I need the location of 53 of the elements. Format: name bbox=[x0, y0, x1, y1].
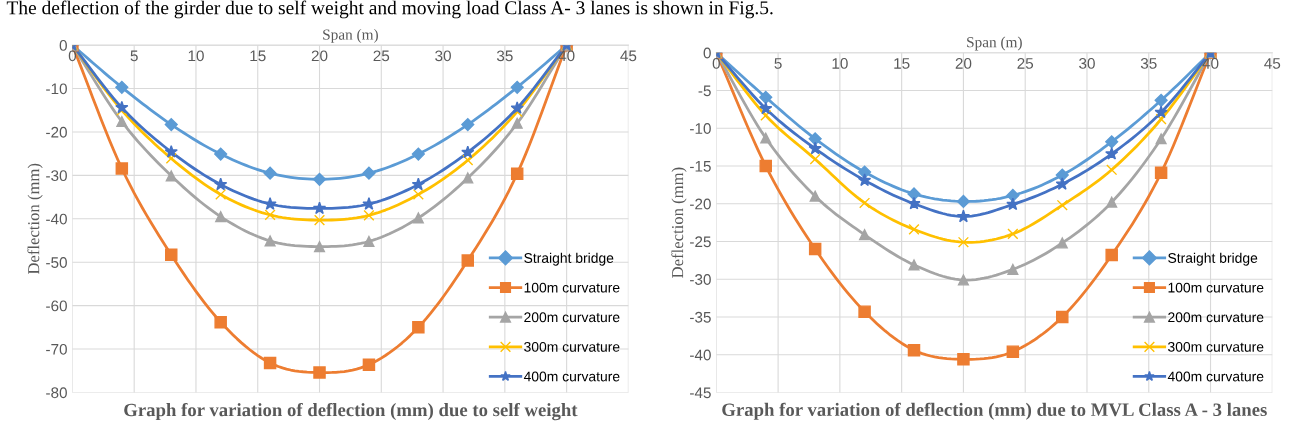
text: Graph for variation of deflection (mm) due to MVL Class A - 3 lanes bbox=[722, 402, 1267, 420]
x-tick-label: 0 bbox=[712, 58, 720, 69]
legend-label: 300m curvature bbox=[1168, 341, 1264, 352]
legend-label: Straight bridge bbox=[524, 252, 614, 266]
y-tick-label: -20 bbox=[690, 198, 711, 210]
x-tick-label: 45 bbox=[1264, 58, 1281, 69]
x-tick-label: 0 bbox=[68, 50, 77, 62]
x-tick-label: 5 bbox=[774, 58, 782, 69]
y-tick-label: -60 bbox=[46, 300, 67, 312]
legend-label: 100m curvature bbox=[524, 282, 620, 293]
x-tick-label: 10 bbox=[832, 58, 848, 69]
text: Graph for variation of deflection (mm) due to self weight bbox=[124, 402, 578, 421]
legend-label: 200m curvature bbox=[1168, 312, 1264, 323]
x-tick-label: 25 bbox=[373, 50, 390, 62]
y-tick-label: -15 bbox=[690, 161, 711, 172]
y-tick-label: -5 bbox=[698, 85, 711, 97]
x-tick-label: 30 bbox=[1079, 58, 1095, 69]
y-tick-label: -50 bbox=[46, 257, 67, 268]
y-axis-title: Deflection (mm) bbox=[27, 163, 43, 275]
x-tick-label: 20 bbox=[311, 50, 328, 62]
text: The deflection of the girder due to self weight and moving load Class A- 3 lanes is shown in Fig.5. bbox=[6, 0, 773, 19]
y-tick-label: -25 bbox=[690, 236, 711, 248]
x-tick-label: 25 bbox=[1017, 58, 1034, 69]
x-tick-label: 5 bbox=[130, 50, 138, 62]
legend-label: 400m curvature bbox=[1167, 371, 1264, 382]
y-tick-label: -40 bbox=[46, 213, 67, 225]
legend-label: 400m curvature bbox=[523, 371, 620, 382]
legend-label: 200m curvature bbox=[524, 312, 620, 323]
legend-label: Straight bridge bbox=[1168, 252, 1258, 266]
legend-label: 100m curvature bbox=[1168, 282, 1264, 293]
y-tick-label: -10 bbox=[690, 123, 711, 134]
x-axis-title: Span (m) bbox=[323, 28, 378, 43]
x-tick-label: 20 bbox=[955, 58, 972, 69]
x-tick-label: 15 bbox=[894, 58, 910, 69]
x-tick-label: 10 bbox=[188, 50, 204, 62]
x-axis-title: Span (m) bbox=[967, 36, 1022, 51]
y-tick-label: -40 bbox=[690, 349, 711, 361]
y-tick-label: -35 bbox=[690, 311, 711, 323]
y-tick-label: -20 bbox=[46, 126, 67, 138]
y-tick-label: -80 bbox=[46, 387, 67, 399]
y-tick-label: -45 bbox=[690, 387, 711, 399]
x-tick-label: 35 bbox=[1140, 58, 1157, 69]
x-tick-label: 35 bbox=[496, 50, 513, 62]
x-tick-label: 30 bbox=[435, 50, 451, 62]
y-axis-title: Deflection (mm) bbox=[671, 167, 687, 278]
y-tick-label: -70 bbox=[46, 343, 67, 355]
y-tick-label: -30 bbox=[690, 274, 711, 285]
y-tick-label: -30 bbox=[46, 170, 67, 182]
legend-label: 300m curvature bbox=[524, 341, 620, 352]
x-tick-label: 45 bbox=[620, 50, 637, 62]
x-tick-label: 15 bbox=[250, 50, 266, 62]
y-tick-label: 0 bbox=[59, 40, 67, 51]
y-tick-label: -10 bbox=[46, 83, 67, 95]
